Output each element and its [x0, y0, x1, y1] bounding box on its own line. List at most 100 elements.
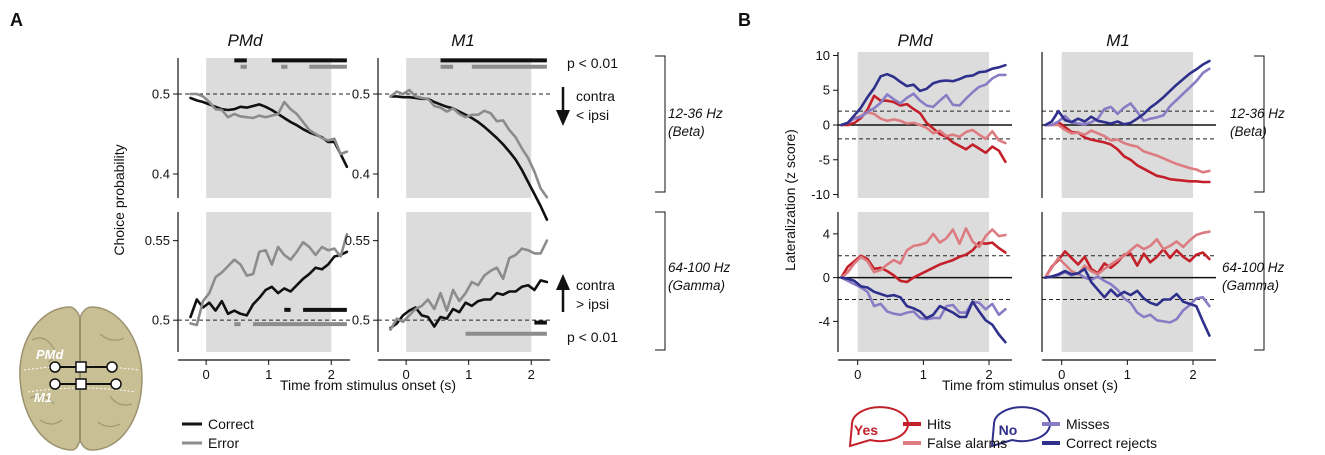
y-tick-label: 0.5 — [352, 313, 370, 328]
stimulus-shade — [206, 58, 332, 198]
stimulus-shade — [1061, 212, 1194, 352]
legend-false-alarms: False alarms — [903, 435, 1007, 451]
series-line-misses — [839, 276, 1007, 321]
y-tick-label: 0.4 — [152, 167, 170, 182]
y-tick-label: -10 — [811, 187, 830, 202]
panel-a-arrow-bottom-line2: > ipsi — [576, 296, 609, 312]
series-line-error — [389, 88, 549, 199]
legend-correct-rejects-label: Correct rejects — [1066, 435, 1157, 451]
panel-a-letter: A — [10, 10, 23, 30]
x-tick-label: 2 — [985, 367, 992, 382]
panel-a-col-title-pmd: PMd — [228, 31, 264, 50]
y-tick-label: 0.5 — [352, 87, 370, 102]
no-bubble-label: No — [999, 422, 1018, 438]
series-line-correct-rejects — [839, 276, 1007, 344]
y-tick-label: 0 — [823, 270, 830, 285]
x-tick-label: 1 — [465, 367, 472, 382]
y-tick-label: 0.5 — [152, 313, 170, 328]
series-line-misses — [839, 73, 1007, 127]
panel-a-arrow-top-line2: < ipsi — [576, 107, 609, 123]
series-line-false-alarms — [1044, 123, 1211, 174]
down-arrow-icon — [556, 87, 570, 126]
y-tick-label: 5 — [823, 83, 830, 98]
x-tick-label: 0 — [403, 367, 410, 382]
chart-a-m1-beta: 0.4 0.5 — [352, 58, 550, 221]
panel-a-gamma-bracket — [655, 211, 666, 351]
x-tick-label: 2 — [528, 367, 535, 382]
y-tick-label: 0.55 — [345, 233, 370, 248]
panel-a-arrow-top-line1: contra — [576, 88, 615, 104]
legend-correct-label: Correct — [208, 416, 254, 432]
panel-b-ylabel: Lateralization (z score) — [782, 129, 798, 271]
panel-b-xlabel: Time from stimulus onset (s) — [942, 377, 1118, 393]
x-tick-label: 2 — [1189, 367, 1196, 382]
panel-b-letter: B — [738, 10, 751, 30]
legend-error-label: Error — [208, 435, 239, 451]
panel-a-band-beta-line2: (Beta) — [668, 124, 705, 139]
no-speech-bubble-icon — [990, 406, 1051, 448]
y-tick-label: 4 — [823, 226, 830, 241]
x-tick-label: 0 — [1058, 367, 1065, 382]
panel-b-band-beta-line1: 12-36 Hz — [1230, 106, 1285, 121]
brain-illustration — [19, 306, 143, 451]
legend-correct-rejects: Correct rejects — [1042, 435, 1157, 451]
panel-a-beta-bracket — [655, 55, 666, 193]
series-line-correct-rejects — [1044, 59, 1211, 127]
yes-speech-bubble-icon — [848, 406, 909, 448]
brain-label-m1: M1 — [34, 390, 52, 405]
legend-misses-label: Misses — [1066, 416, 1110, 432]
series-line-hits — [839, 94, 1007, 164]
series-line-false-alarms — [839, 227, 1007, 279]
panel-a-pvalue-bottom: p < 0.01 — [567, 329, 618, 345]
y-tick-label: 0.5 — [152, 87, 170, 102]
chart-b-pmd-beta: -10 -5 0 5 10 — [811, 48, 1012, 202]
x-tick-label: 1 — [920, 367, 927, 382]
panel-a-arrow-bottom-line1: contra — [576, 277, 615, 293]
x-tick-label: 0 — [203, 367, 210, 382]
legend-error: Error — [182, 435, 239, 451]
stimulus-shade — [406, 58, 532, 198]
brain-label-pmd: PMd — [36, 347, 65, 362]
panel-a-ylabel: Choice probability — [111, 144, 127, 255]
chart-a-pmd-gamma: 0.5 0.55 0 1 2 — [145, 212, 350, 382]
chart-plots: 0.4 0.5 0.4 0.5 0.5 0.55 0 1 2 0.5 0.55 0 1 2 -10 -5 0 5 1… — [145, 48, 1216, 382]
panel-b-col-title-pmd: PMd — [898, 31, 934, 50]
series-line-error — [189, 92, 349, 156]
legend-misses: Misses — [1042, 416, 1110, 432]
panel-b-col-title-m1: M1 — [1106, 31, 1130, 50]
y-tick-label: 0.4 — [352, 167, 370, 182]
panel-a-pvalue-top: p < 0.01 — [567, 55, 618, 71]
panel-b-band-gamma-line1: 64-100 Hz — [1222, 260, 1285, 275]
panel-b-band-beta-line2: (Beta) — [1230, 124, 1267, 139]
panel-a-col-title-m1: M1 — [451, 31, 475, 50]
chart-a-m1-gamma: 0.5 0.55 0 1 2 — [345, 212, 550, 382]
chart-b-m1-beta — [1041, 52, 1216, 198]
series-line-correct-rejects — [839, 63, 1007, 127]
chart-b-m1-gamma: 0 1 2 — [1041, 212, 1216, 382]
panel-a-band-gamma-line1: 64-100 Hz — [668, 260, 731, 275]
stimulus-shade — [406, 212, 532, 352]
series-line-false-alarms — [839, 111, 1007, 145]
y-tick-label: 10 — [816, 48, 830, 63]
stimulus-shade — [857, 212, 990, 352]
panel-b-band-gamma-line2: (Gamma) — [1222, 278, 1279, 293]
series-line-false-alarms — [1044, 230, 1211, 279]
panel-b-gamma-bracket — [1254, 211, 1265, 351]
legend-false-alarms-label: False alarms — [927, 435, 1007, 451]
panel-b-beta-bracket — [1254, 55, 1265, 193]
legend-hits: Hits — [903, 416, 951, 432]
x-tick-label: 0 — [854, 367, 861, 382]
yes-bubble-label: Yes — [854, 422, 878, 438]
y-tick-label: 0 — [823, 118, 830, 133]
x-tick-label: 2 — [328, 367, 335, 382]
chart-b-pmd-gamma: -4 0 4 0 1 2 — [818, 212, 1012, 382]
x-tick-label: 1 — [265, 367, 272, 382]
panel-a-band-gamma-line2: (Gamma) — [668, 278, 725, 293]
y-tick-label: 0.55 — [145, 233, 170, 248]
series-line-error — [189, 233, 349, 327]
up-arrow-icon — [556, 274, 570, 312]
panel-a-xlabel: Time from stimulus onset (s) — [280, 377, 456, 393]
chart-a-pmd-beta: 0.4 0.5 — [152, 58, 350, 198]
series-line-error — [389, 239, 549, 332]
